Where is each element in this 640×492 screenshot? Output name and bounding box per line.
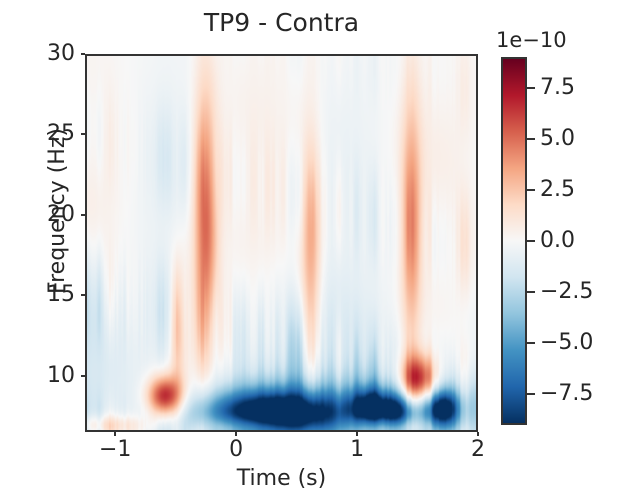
y-tick-label: 15 [47, 282, 75, 308]
y-tick-mark [81, 133, 85, 136]
heatmap-axes[interactable] [85, 54, 478, 432]
colorbar[interactable] [501, 57, 527, 425]
spectrogram-figure: TP9 - Contra Frequency (Hz) 10 15 20 25 30 T… [45, 8, 594, 491]
colorbar-tick-label: −7.5 [540, 381, 594, 407]
y-tick-mark [81, 294, 85, 297]
colorbar-tick-label: −2.5 [540, 279, 594, 305]
colorbar-tick-label: 2.5 [540, 176, 575, 202]
colorbar-tick-mark [527, 240, 535, 242]
y-tick-mark [81, 53, 85, 55]
colorbar-tick-label: 0.0 [540, 228, 575, 253]
x-tick-label: 1 [350, 437, 365, 462]
x-tick-label: 0 [229, 437, 244, 462]
x-tick-mark [356, 432, 359, 436]
y-tick-label: 30 [47, 41, 75, 66]
y-tick-mark [81, 374, 85, 377]
colorbar-tick-mark [527, 188, 535, 191]
colorbar-tick-label: 7.5 [540, 74, 575, 100]
colorbar-tick-label: −5.0 [540, 330, 594, 356]
y-tick-label: 20 [47, 201, 75, 227]
colorbar-tick-mark [527, 291, 535, 294]
colorbar-offset-text: 1e−10 [496, 28, 567, 52]
page-title: TP9 - Contra [203, 8, 360, 37]
colorbar-tick-mark [527, 342, 535, 345]
x-tick-mark [235, 432, 238, 436]
y-tick-label: 25 [47, 121, 75, 147]
x-tick-mark [477, 432, 479, 436]
y-tick-mark [81, 213, 85, 216]
spectrogram-heatmap[interactable] [87, 56, 476, 430]
colorbar-tick-label: 5.0 [540, 125, 575, 151]
x-tick-label: 2 [471, 437, 485, 462]
colorbar-tick-mark [527, 86, 535, 89]
colorbar-gradient [503, 59, 525, 423]
x-axis-label: Time (s) [236, 466, 327, 491]
y-tick-label: 10 [47, 362, 75, 388]
colorbar-tick-mark [527, 137, 535, 140]
x-tick-mark [114, 432, 117, 436]
colorbar-tick-mark [527, 393, 535, 396]
x-tick-label: −1 [99, 437, 132, 462]
